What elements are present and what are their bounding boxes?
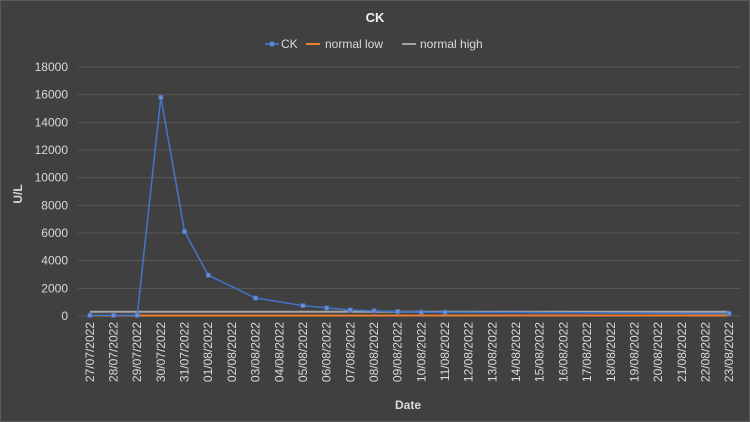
x-tick-label: 22/08/2022: [698, 322, 712, 382]
x-tick-label: 06/08/2022: [320, 322, 334, 382]
x-tick-label: 10/08/2022: [414, 322, 428, 382]
x-tick-label: 30/07/2022: [154, 322, 168, 382]
ck-data-point: [347, 307, 353, 313]
x-tick-label: 07/08/2022: [343, 322, 357, 382]
x-tick-label: 29/07/2022: [130, 322, 144, 382]
x-tick-label: 17/08/2022: [580, 322, 594, 382]
legend-label-CK: CK: [281, 37, 298, 51]
x-tick-label: 03/08/2022: [249, 322, 263, 382]
x-tick-label: 19/08/2022: [627, 322, 641, 382]
x-tick-label: 16/08/2022: [556, 322, 570, 382]
x-tick-label: 04/08/2022: [272, 322, 286, 382]
x-tick-label: 31/07/2022: [178, 322, 192, 382]
ck-data-point: [300, 303, 306, 309]
x-tick-label: 08/08/2022: [367, 322, 381, 382]
legend-marker-CK: [269, 41, 275, 47]
ck-data-point: [726, 311, 732, 316]
x-tick-label: 13/08/2022: [485, 322, 499, 382]
y-tick-label: 8000: [41, 198, 68, 212]
ck-data-point: [182, 229, 187, 235]
x-tick-label: 09/08/2022: [391, 322, 405, 382]
x-tick-label: 05/08/2022: [296, 322, 310, 382]
ck-data-point: [111, 312, 116, 318]
y-tick-label: 14000: [35, 115, 69, 129]
ck-data-point: [324, 305, 330, 311]
x-tick-label: 02/08/2022: [225, 322, 239, 382]
ck-data-point: [442, 309, 448, 315]
gridlines: [78, 66, 741, 317]
ck-data-point: [395, 309, 401, 314]
x-tick-label: 20/08/2022: [651, 322, 665, 382]
x-tick-label: 11/08/2022: [438, 322, 452, 381]
y-tick-label: 10000: [35, 171, 69, 185]
y-tick-label: 2000: [41, 281, 68, 295]
x-tick-label: 23/08/2022: [722, 322, 736, 382]
x-tick-label: 12/08/2022: [462, 322, 476, 382]
x-tick-label: 27/07/2022: [83, 322, 97, 382]
x-tick-label: 18/08/2022: [604, 322, 618, 382]
y-tick-label: 18000: [35, 60, 69, 74]
x-tick-label: 01/08/2022: [201, 322, 215, 382]
ck-data-point: [87, 312, 93, 318]
y-tick-label: 6000: [41, 226, 68, 240]
y-tick-label: 12000: [35, 143, 69, 157]
legend: CK normal low normal high: [265, 37, 483, 51]
ck-data-point: [418, 309, 424, 315]
x-axis-title: Date: [395, 398, 421, 412]
x-tick-label: 21/08/2022: [675, 322, 689, 382]
legend-label-normal-low: normal low: [325, 37, 383, 51]
y-axis-tick-labels: 0 2000 4000 6000 8000 10000 12000 14000 16000 180…: [35, 60, 69, 323]
y-axis-title: U/L: [11, 184, 25, 203]
x-tick-label: 28/07/2022: [107, 322, 121, 382]
ck-data-point: [205, 272, 211, 278]
x-axis-tick-labels: 27/07/2022 28/07/2022 29/07/2022 30/07/2022…: [83, 322, 736, 382]
chart-title: CK: [366, 10, 385, 25]
ck-data-point: [371, 308, 377, 314]
y-tick-label: 4000: [41, 254, 68, 268]
y-tick-label: 16000: [35, 88, 69, 102]
ck-data-point: [253, 295, 258, 301]
ck-data-point: [134, 312, 140, 318]
plot-series: [87, 95, 732, 318]
x-tick-label: 15/08/2022: [533, 322, 547, 382]
ck-data-point: [158, 95, 164, 100]
y-tick-label: 0: [61, 309, 68, 323]
x-tick-label: 14/08/2022: [509, 322, 523, 382]
legend-label-normal-high: normal high: [420, 37, 483, 51]
